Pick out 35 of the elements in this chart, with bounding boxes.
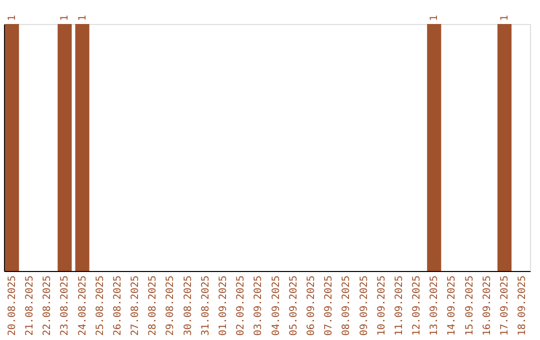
x-tick-label: 06.09.2025 — [306, 276, 317, 336]
x-tick-label: 08.09.2025 — [341, 276, 352, 336]
x-tick-label: 30.08.2025 — [182, 276, 194, 336]
x-tick-label: 04.09.2025 — [270, 276, 282, 336]
x-tick-label: 20.08.2025 — [6, 276, 18, 336]
x-tick-label: 25.08.2025 — [94, 276, 106, 336]
x-tick-label: 10.09.2025 — [376, 276, 388, 336]
data-label: 1 — [429, 14, 440, 21]
x-tick-label: 17.09.2025 — [499, 276, 510, 336]
x-tick-label: 01.09.2025 — [218, 276, 230, 336]
x-tick-label: 12.09.2025 — [412, 276, 423, 336]
x-tick-label: 23.08.2025 — [60, 276, 71, 336]
x-tick-label: 29.08.2025 — [165, 276, 176, 336]
x-tick-label: 27.08.2025 — [130, 276, 142, 336]
data-label: 1 — [77, 14, 88, 21]
x-tick-label: 13.09.2025 — [429, 276, 440, 336]
x-tick-label: 21.08.2025 — [24, 276, 36, 336]
x-tick-label: 07.09.2025 — [324, 276, 335, 336]
x-tick-label: 26.08.2025 — [112, 276, 124, 336]
x-tick-label: 24.08.2025 — [77, 276, 88, 336]
data-label: 1 — [60, 14, 71, 21]
x-tick-label: 02.09.2025 — [236, 276, 247, 336]
x-tick-label: 14.09.2025 — [446, 276, 458, 336]
x-tick-label: 28.08.2025 — [148, 276, 159, 336]
data-label: 1 — [499, 14, 510, 21]
x-tick-label: 22.08.2025 — [42, 276, 54, 336]
data-label: 1 — [6, 14, 18, 21]
x-tick-label: 11.09.2025 — [394, 276, 405, 336]
x-tick-label: 03.09.2025 — [253, 276, 264, 336]
x-tick-label: 16.09.2025 — [482, 276, 493, 336]
x-tick-label: 15.09.2025 — [464, 276, 476, 336]
x-tick-label: 31.08.2025 — [200, 276, 212, 336]
x-tick-label: 18.09.2025 — [517, 276, 528, 336]
x-tick-label: 05.09.2025 — [288, 276, 300, 336]
x-tick-label: 09.09.2025 — [358, 276, 370, 336]
